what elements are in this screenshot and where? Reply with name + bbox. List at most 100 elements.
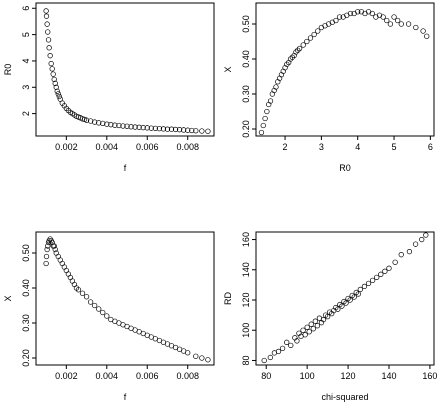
data-point <box>43 13 50 19</box>
data-point <box>44 246 50 253</box>
data-point <box>136 124 142 130</box>
data-point <box>83 294 90 300</box>
data-point <box>267 98 274 104</box>
data-point <box>311 31 317 38</box>
data-point <box>357 286 363 293</box>
y-tick-label: 0.40 <box>241 50 251 68</box>
data-point <box>308 321 314 327</box>
scatter-panel-1: 0.002 0.004 0.006 0.008 2 3 4 5 6 f R0 <box>3 2 215 173</box>
data-point <box>205 128 211 134</box>
data-point <box>387 21 394 27</box>
data-point <box>44 21 50 27</box>
data-point <box>132 124 138 130</box>
data-point <box>104 121 110 127</box>
x-tick-label: 80 <box>261 371 271 381</box>
data-point <box>424 33 430 39</box>
data-point <box>273 84 279 90</box>
data-point <box>199 355 205 361</box>
data-point <box>412 241 419 247</box>
data-point <box>43 8 49 14</box>
data-point <box>260 122 266 129</box>
data-point <box>398 21 404 27</box>
y-tick-label: 2 <box>21 111 31 116</box>
data-point <box>398 252 404 258</box>
data-point <box>52 246 58 253</box>
data-point <box>413 24 419 31</box>
data-point <box>164 126 171 132</box>
data-point <box>69 278 76 284</box>
x-axis-title: R0 <box>339 163 351 173</box>
data-point <box>112 122 118 128</box>
data-point <box>45 37 52 43</box>
data-point <box>287 56 294 62</box>
data-point <box>405 21 412 27</box>
data-point <box>355 291 361 297</box>
data-point <box>262 115 268 122</box>
y-tick-label: 160 <box>241 232 251 247</box>
data-point <box>92 119 98 125</box>
data-point <box>284 61 290 67</box>
data-point <box>423 232 429 238</box>
data-point <box>289 54 295 60</box>
data-point <box>343 300 349 306</box>
data-point <box>87 299 94 305</box>
data-point <box>83 117 90 123</box>
data-point <box>65 271 72 277</box>
y-tick-label: 0.30 <box>21 314 31 332</box>
data-point <box>67 274 74 281</box>
data-point <box>275 348 282 355</box>
y-tick-label: 0.50 <box>241 15 251 33</box>
data-point <box>310 326 316 332</box>
y-tick-label: 140 <box>241 262 251 277</box>
x-tick-label: 4 <box>355 142 360 152</box>
data-point <box>56 93 62 100</box>
data-point <box>96 306 102 312</box>
data-point <box>45 29 51 35</box>
data-point <box>295 47 301 53</box>
data-point <box>87 118 94 124</box>
x-tick-label: 0.006 <box>136 371 159 381</box>
x-tick-label: 0.004 <box>96 142 119 152</box>
data-point <box>116 122 122 129</box>
data-point <box>108 122 114 128</box>
x-tick-label: 3 <box>319 142 324 152</box>
data-point <box>199 128 205 134</box>
data-point <box>302 332 308 338</box>
y-tick-label: 6 <box>21 6 31 11</box>
y-tick-label: 4 <box>21 58 31 63</box>
data-point <box>168 126 175 132</box>
data-point <box>304 38 310 45</box>
data-point <box>264 108 270 115</box>
y-tick-label: 0.40 <box>21 279 31 297</box>
data-point <box>296 45 303 52</box>
x-tick-label: 120 <box>341 371 356 381</box>
data-point <box>152 125 158 132</box>
y-tick-label: 80 <box>241 355 251 365</box>
data-point <box>144 125 150 131</box>
data-point <box>369 277 376 284</box>
data-point <box>384 17 390 24</box>
y-axis-title: X <box>223 66 233 72</box>
data-point <box>380 14 386 20</box>
data-point <box>148 125 154 131</box>
y-tick-label: 0.20 <box>21 349 31 367</box>
data-point <box>335 306 341 312</box>
x-tick-label: 5 <box>392 142 397 152</box>
data-point <box>156 125 163 132</box>
data-point <box>52 80 58 86</box>
x-tick-label: 0.008 <box>176 142 199 152</box>
x-axis-title: f <box>124 392 127 402</box>
x-tick-label: 140 <box>381 371 396 381</box>
data-point <box>43 260 49 267</box>
y-tick-label: 5 <box>21 32 31 37</box>
data-point <box>351 294 357 300</box>
plot-frame <box>35 231 215 366</box>
data-point <box>339 303 345 309</box>
data-point <box>205 357 211 363</box>
data-point <box>392 259 398 265</box>
data-point <box>57 257 63 263</box>
data-point <box>279 345 286 352</box>
data-point <box>365 280 372 287</box>
data-point <box>104 313 110 319</box>
data-point <box>47 53 53 59</box>
